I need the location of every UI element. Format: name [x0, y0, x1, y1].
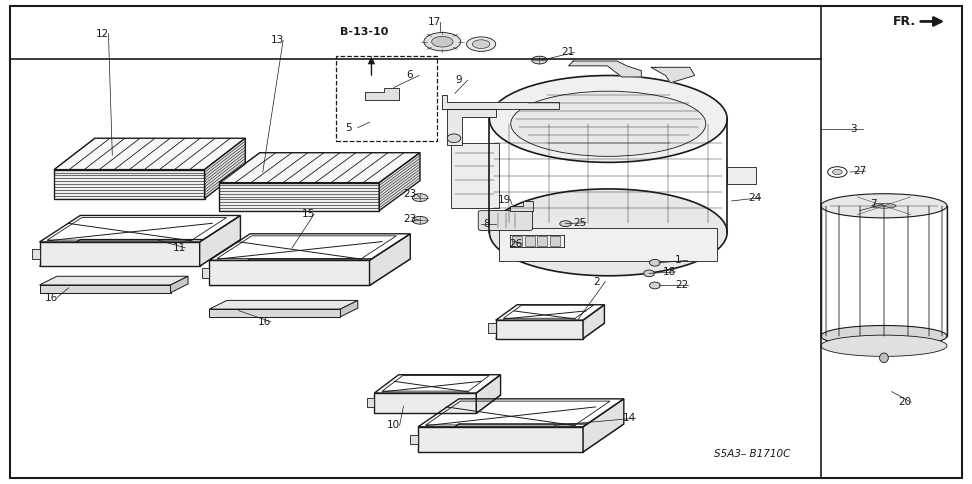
Polygon shape	[651, 67, 695, 83]
Polygon shape	[340, 301, 358, 317]
Text: 26: 26	[509, 239, 523, 249]
Polygon shape	[374, 395, 501, 413]
Polygon shape	[32, 249, 40, 259]
Polygon shape	[525, 236, 535, 246]
Text: 27: 27	[852, 166, 866, 176]
Polygon shape	[488, 323, 496, 333]
Text: 1: 1	[676, 256, 682, 265]
Ellipse shape	[511, 91, 706, 156]
Polygon shape	[442, 95, 559, 109]
Ellipse shape	[532, 56, 547, 64]
Ellipse shape	[832, 169, 842, 175]
Text: 3: 3	[850, 123, 856, 134]
Text: FR.: FR.	[893, 15, 916, 28]
Polygon shape	[201, 268, 209, 278]
Ellipse shape	[821, 194, 947, 218]
Text: 18: 18	[663, 267, 676, 277]
Polygon shape	[209, 259, 410, 286]
Ellipse shape	[560, 221, 572, 227]
Polygon shape	[54, 169, 204, 198]
Ellipse shape	[880, 353, 888, 363]
Text: 20: 20	[898, 397, 912, 407]
Ellipse shape	[489, 76, 727, 162]
Polygon shape	[54, 138, 245, 169]
Ellipse shape	[489, 189, 727, 276]
Text: 12: 12	[96, 29, 109, 39]
Ellipse shape	[872, 203, 896, 208]
Polygon shape	[538, 236, 547, 246]
Polygon shape	[40, 285, 170, 293]
Polygon shape	[364, 88, 399, 100]
Ellipse shape	[412, 216, 428, 224]
Polygon shape	[418, 424, 624, 452]
Polygon shape	[569, 61, 642, 77]
Polygon shape	[40, 242, 199, 266]
Polygon shape	[204, 138, 245, 198]
Ellipse shape	[643, 270, 654, 277]
Text: 13: 13	[270, 35, 284, 45]
Polygon shape	[374, 393, 476, 413]
Polygon shape	[366, 397, 374, 407]
Ellipse shape	[821, 326, 947, 347]
Polygon shape	[40, 240, 240, 266]
Text: 8: 8	[483, 219, 490, 228]
Polygon shape	[219, 182, 379, 211]
FancyBboxPatch shape	[478, 211, 533, 230]
Polygon shape	[727, 167, 756, 184]
Polygon shape	[199, 215, 240, 266]
Polygon shape	[496, 320, 583, 338]
Ellipse shape	[472, 40, 490, 48]
Text: 9: 9	[455, 76, 462, 85]
Text: 6: 6	[406, 71, 413, 80]
Text: 22: 22	[676, 280, 688, 290]
Polygon shape	[476, 375, 501, 413]
Polygon shape	[209, 301, 358, 309]
Text: 11: 11	[172, 243, 186, 253]
Ellipse shape	[424, 32, 461, 51]
Polygon shape	[209, 260, 369, 286]
Polygon shape	[219, 153, 420, 182]
Text: 16: 16	[258, 317, 271, 327]
Text: 7: 7	[870, 199, 877, 210]
Polygon shape	[379, 153, 420, 211]
Polygon shape	[510, 201, 533, 211]
Ellipse shape	[432, 36, 453, 47]
Ellipse shape	[447, 134, 461, 143]
Polygon shape	[451, 143, 499, 208]
Polygon shape	[369, 234, 410, 286]
Polygon shape	[550, 236, 560, 246]
Text: 16: 16	[45, 292, 57, 302]
Text: 2: 2	[593, 276, 600, 287]
Polygon shape	[410, 435, 418, 444]
Text: 23: 23	[403, 189, 417, 199]
Polygon shape	[583, 399, 624, 452]
Polygon shape	[170, 276, 188, 293]
Ellipse shape	[412, 194, 428, 201]
Text: 15: 15	[301, 209, 315, 219]
Ellipse shape	[821, 335, 947, 356]
Text: 17: 17	[428, 17, 441, 28]
Polygon shape	[447, 109, 496, 146]
Ellipse shape	[649, 259, 660, 266]
Text: 24: 24	[748, 193, 761, 203]
Text: 25: 25	[573, 218, 587, 227]
Polygon shape	[40, 276, 188, 285]
Ellipse shape	[649, 282, 660, 289]
Polygon shape	[499, 227, 717, 261]
Text: B-13-10: B-13-10	[340, 27, 389, 37]
Text: 19: 19	[498, 195, 511, 205]
Polygon shape	[209, 309, 340, 317]
Text: S5A3– B1710C: S5A3– B1710C	[714, 449, 790, 459]
Polygon shape	[512, 236, 522, 246]
Text: 5: 5	[345, 122, 352, 133]
Text: 14: 14	[623, 413, 636, 423]
Polygon shape	[496, 323, 605, 338]
Text: 23: 23	[403, 214, 417, 224]
Polygon shape	[583, 305, 605, 338]
Polygon shape	[418, 427, 583, 452]
Text: 10: 10	[387, 421, 400, 430]
Ellipse shape	[467, 37, 496, 51]
Text: 21: 21	[562, 47, 575, 57]
